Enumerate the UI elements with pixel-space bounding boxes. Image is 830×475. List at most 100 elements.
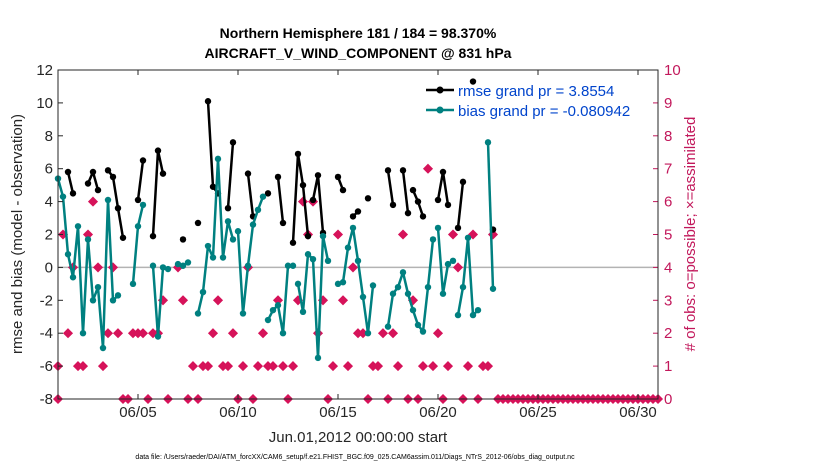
bias-point [79, 330, 87, 337]
bias-point [409, 306, 417, 314]
chart-title-line1: Northern Hemisphere 181 / 184 = 98.370% [220, 25, 497, 41]
bias-point [229, 236, 237, 243]
x-tick-label: 06/05 [119, 404, 157, 421]
bias-point [254, 206, 262, 214]
bias-point [339, 279, 347, 286]
bias-point [249, 221, 257, 228]
y-tick-label-right: 9 [664, 95, 672, 112]
bias-point [434, 224, 442, 232]
rmse-point [469, 78, 477, 85]
y-tick-label-left: 12 [36, 62, 53, 79]
obs-count-marker [392, 361, 404, 372]
y-tick-label-right: 7 [664, 161, 672, 178]
obs-count-marker [227, 328, 239, 339]
x-tick-label: 06/20 [419, 404, 457, 421]
obs-count-marker [202, 361, 214, 372]
legend-rmse-label: rmse grand pr = 3.8554 [458, 83, 614, 100]
bias-point [114, 292, 122, 299]
obs-count-marker [387, 328, 399, 339]
rmse-point [64, 168, 72, 176]
bias-point [194, 310, 202, 317]
obs-count-marker [112, 328, 124, 339]
bias-point [109, 297, 117, 304]
y-tick-label-left: 6 [45, 161, 53, 178]
bias-point [454, 311, 462, 319]
bias-point [174, 260, 182, 268]
obs-count-marker [237, 361, 249, 372]
bias-point [259, 193, 267, 200]
bias-point [89, 297, 97, 304]
obs-count-marker [422, 163, 434, 174]
obs-count-marker [377, 328, 389, 339]
bias-point [414, 321, 422, 329]
bias-point [84, 236, 92, 243]
rmse-point [339, 186, 347, 194]
plot-frame [57, 69, 659, 400]
obs-count-marker [287, 361, 299, 372]
bias-point [404, 290, 412, 297]
rmse-point [349, 213, 357, 220]
obs-count-marker [62, 328, 74, 339]
bias-point [439, 290, 447, 297]
obs-count-marker [137, 328, 149, 339]
bias-line [236, 196, 265, 315]
rmse-point [389, 201, 397, 209]
obs-count-marker [427, 361, 439, 372]
bias-point [274, 302, 282, 309]
rmse-line [386, 170, 395, 206]
y-tick-label-left: 4 [45, 194, 53, 211]
rmse-line [456, 181, 465, 229]
rmse-point [224, 204, 232, 212]
obs-count-marker [462, 361, 474, 372]
rmse-point [119, 234, 127, 241]
rmse-point [209, 183, 217, 190]
bias-point [314, 354, 322, 362]
bias-point [224, 218, 232, 225]
bias-line [456, 236, 479, 317]
bias-point [244, 262, 252, 269]
bias-point [429, 236, 437, 243]
bias-point [279, 330, 287, 337]
rmse-point [434, 196, 442, 204]
obs-count-marker [397, 229, 409, 240]
y-tick-label-left: 10 [36, 95, 53, 112]
y-tick-label-left: -4 [40, 325, 53, 342]
rmse-point [274, 173, 282, 181]
obs-count-marker [342, 361, 354, 372]
rmse-line [401, 170, 410, 214]
obs-count-marker [372, 361, 384, 372]
bias-point [484, 139, 492, 146]
obs-count-marker [452, 262, 464, 273]
rmse-point [279, 219, 287, 227]
bias-line [486, 142, 495, 289]
rmse-point [314, 172, 322, 179]
rmse-point [104, 167, 112, 174]
bias-point [344, 244, 352, 251]
y-tick-label-right: 6 [664, 194, 672, 211]
bias-point [59, 193, 67, 200]
bias-point [424, 283, 432, 291]
bias-point [284, 262, 292, 269]
bias-line [337, 226, 375, 335]
y-axis-label-left: rmse and bias (model - observation) [9, 114, 26, 354]
y-tick-label-left: 2 [45, 227, 53, 244]
y-tick-label-right: 10 [664, 62, 681, 79]
rmse-point [404, 209, 412, 217]
obs-count-marker [267, 361, 279, 372]
obs-count-marker [442, 361, 454, 372]
rmse-point [399, 167, 407, 174]
rmse-point [454, 224, 462, 232]
bias-point [219, 254, 227, 261]
y-axis-label-right: # of obs: o=possible; ×=assimilated [682, 117, 699, 352]
bias-point [389, 290, 397, 297]
rmse-point [444, 201, 452, 209]
bias-point [104, 196, 112, 204]
rmse-line [291, 152, 310, 243]
y-tick-label-right: 0 [664, 391, 672, 408]
x-tick-label: 06/30 [619, 404, 657, 421]
bias-point [489, 285, 497, 292]
legend-bias-label: bias grand pr = -0.080942 [458, 103, 630, 120]
bias-point [159, 264, 167, 271]
rmse-point [414, 198, 422, 205]
